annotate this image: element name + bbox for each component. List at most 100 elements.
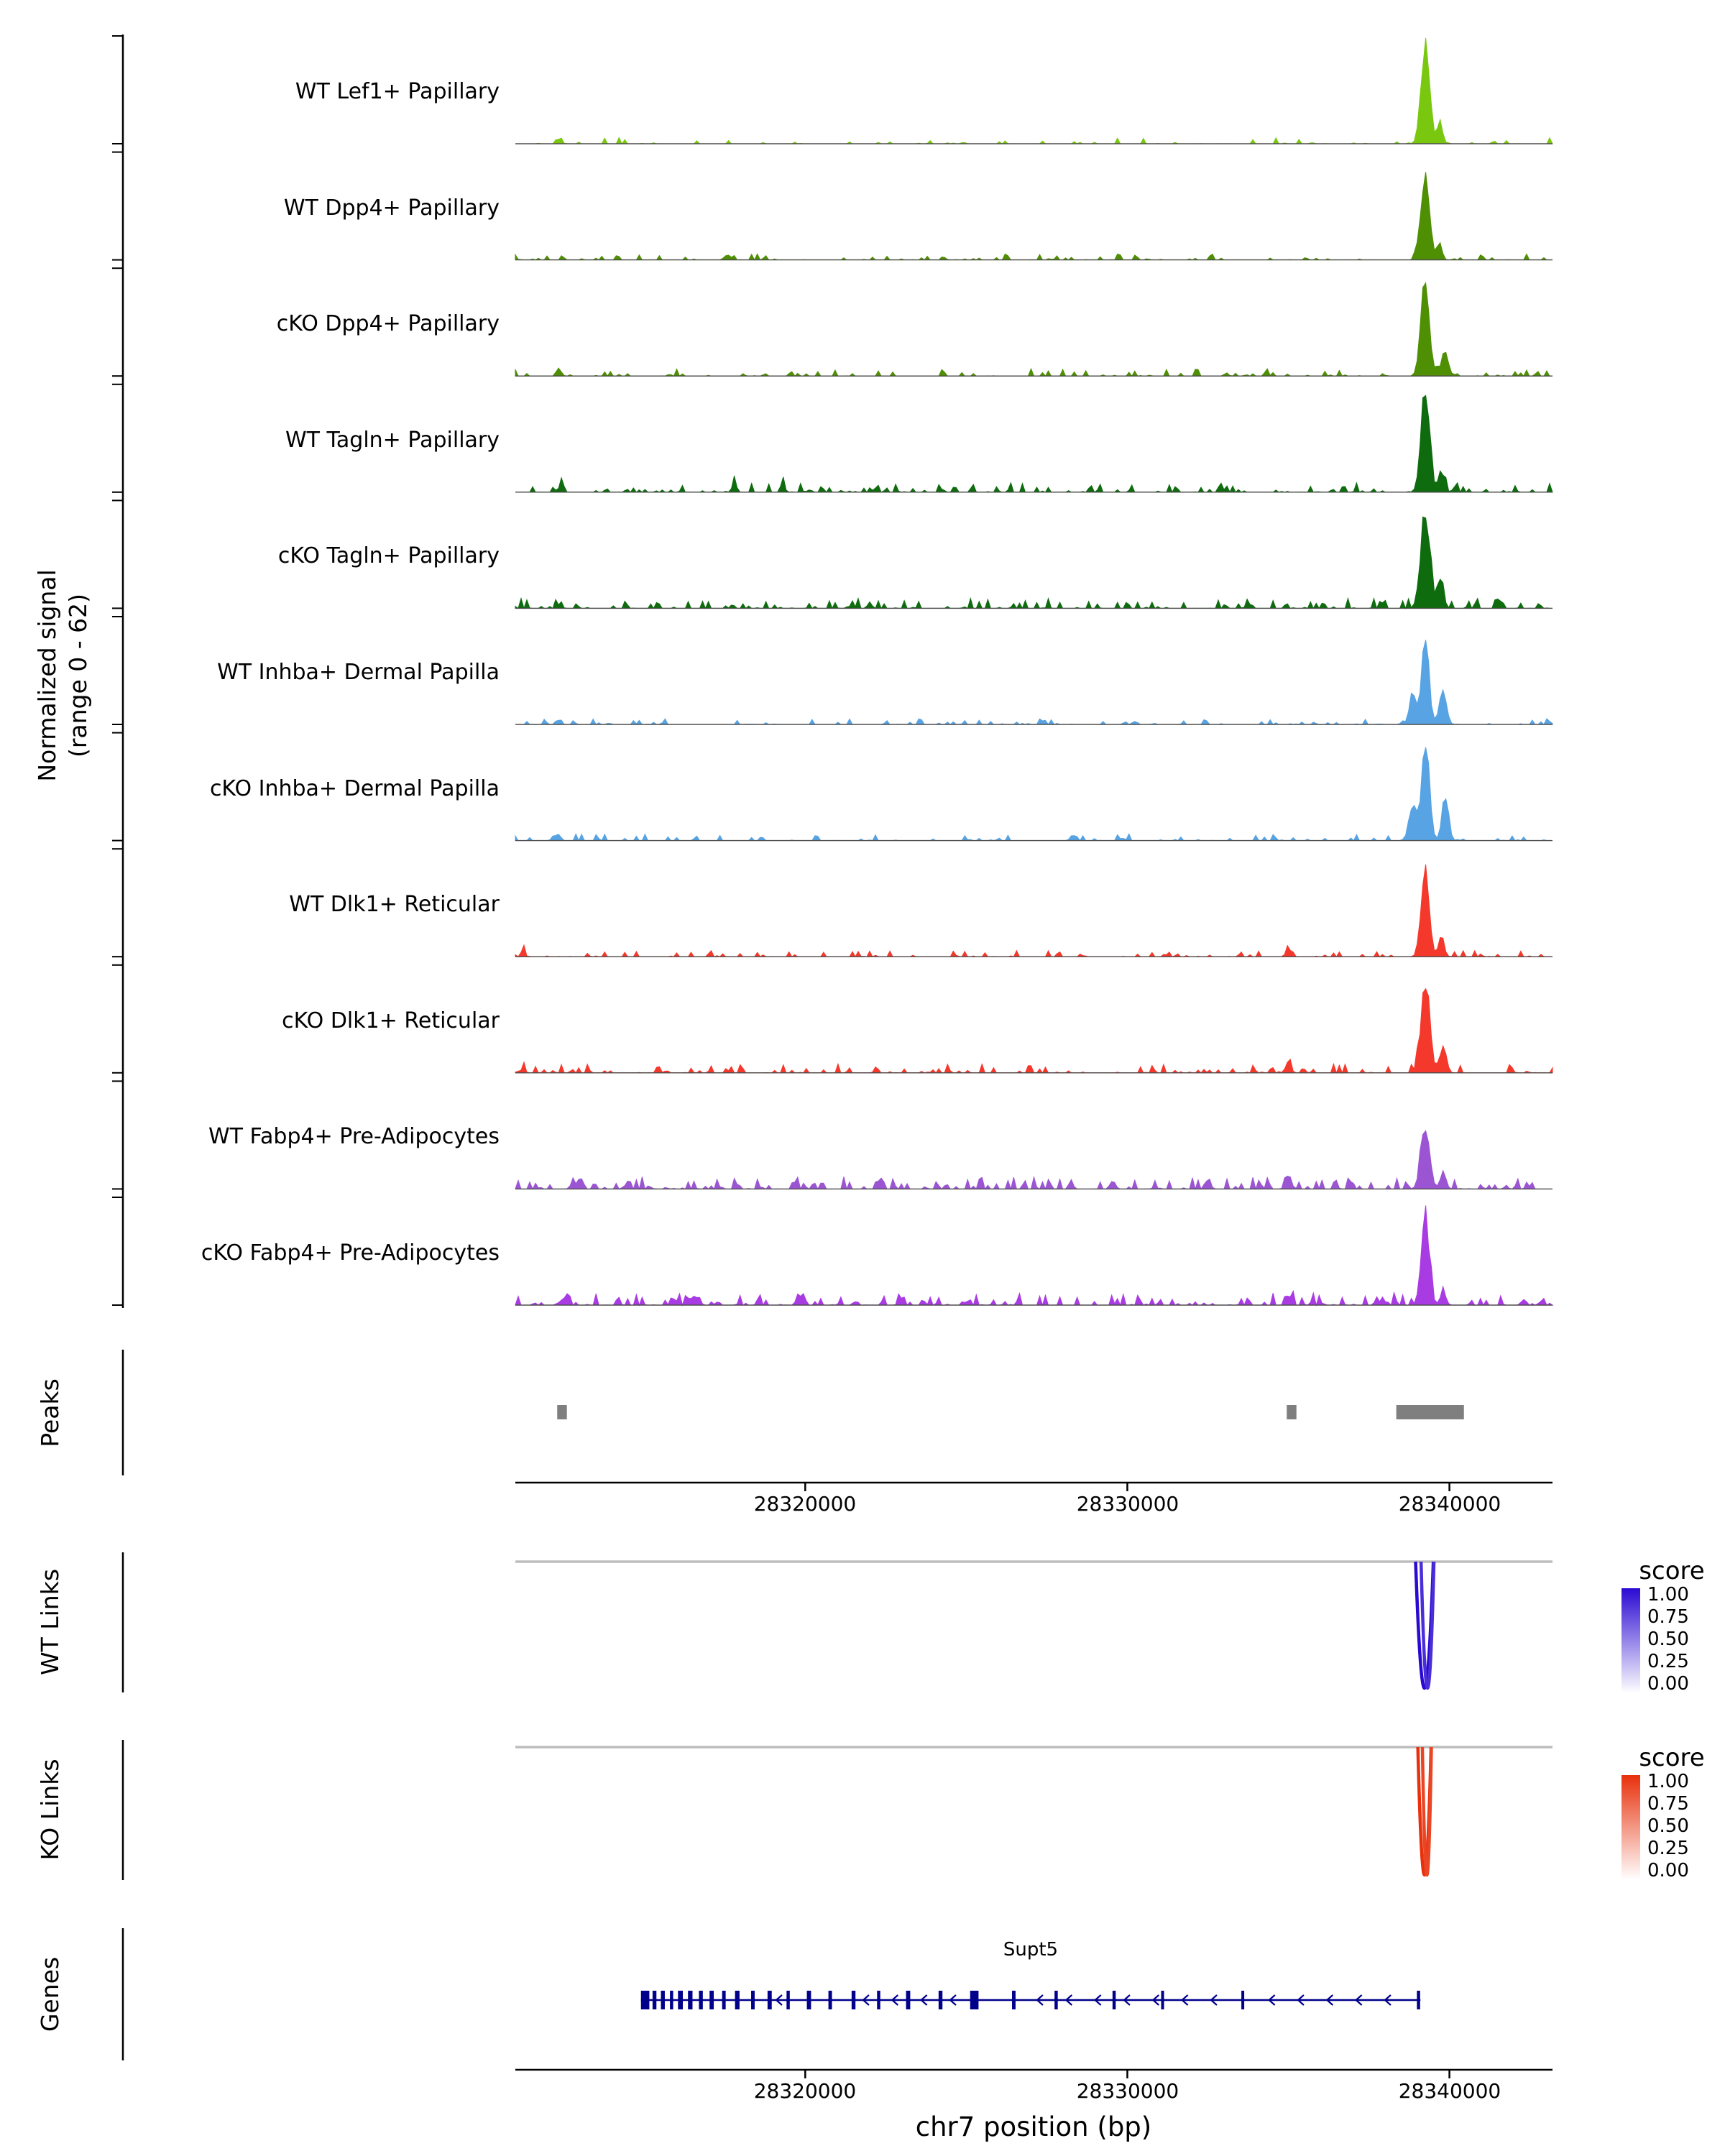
signal-area (515, 172, 1552, 261)
signal-area (515, 987, 1553, 1074)
strand-arrow-left (1036, 1994, 1044, 2006)
strand-arrow-left (1325, 1994, 1334, 2006)
strand-arrow-left (1093, 1994, 1102, 2006)
track-label: WT Fabp4+ Pre-Adipocytes (208, 1124, 500, 1150)
gene-exon (688, 1991, 693, 2009)
ko-legend-label-5: 0.00 (1647, 1860, 1689, 1881)
ko-legend-label-4: 0.25 (1647, 1838, 1689, 1859)
track-label: cKO Inhba+ Dermal Papilla (209, 775, 500, 801)
gene-exon (806, 1991, 811, 2009)
gene-exon (751, 1991, 755, 2009)
signal-area (515, 1130, 1552, 1191)
gene-exon (877, 1991, 880, 2009)
ko-links-legend-colorbar (1622, 1775, 1640, 1880)
signal-area (515, 747, 1552, 842)
track-label: WT Inhba+ Dermal Papilla (217, 660, 500, 685)
strand-arrow-left (775, 1994, 783, 2006)
strand-arrow-left (1267, 1994, 1276, 2006)
wt-legend-label-1: 1.00 (1647, 1584, 1689, 1606)
track-label: cKO Tagln+ Papillary (277, 543, 500, 569)
peak-interval (1396, 1405, 1464, 1419)
axis2-tick-28330000: 28330000 (1076, 2079, 1179, 2103)
signal-area (515, 282, 1552, 377)
axis1-tick-28340000: 28340000 (1398, 1492, 1501, 1516)
signal-area (515, 395, 1553, 494)
peak-interval (557, 1405, 567, 1419)
tracks-axis-title-line1: Normalized signal (33, 569, 61, 782)
strand-arrow-left (891, 1994, 899, 2006)
strand-arrow-left (862, 1994, 870, 2006)
genes-section-label: Genes (36, 1956, 64, 2032)
wt-legend-label-4: 0.25 (1647, 1651, 1689, 1672)
signal-area (515, 516, 1552, 610)
gene-exon (640, 1991, 650, 2009)
strand-arrow-left (1354, 1994, 1363, 2006)
track-label: WT Dlk1+ Reticular (289, 892, 500, 918)
track-label: WT Lef1+ Papillary (295, 79, 500, 104)
strand-arrow-left (1064, 1994, 1073, 2006)
wt-legend-label-3: 0.50 (1647, 1628, 1689, 1650)
strand-arrow-left (949, 1994, 957, 2006)
ko-legend-label-1: 1.00 (1647, 1771, 1689, 1792)
gene-exon (906, 1991, 911, 2009)
gene-exon (709, 1991, 714, 2009)
gene-exon (722, 1991, 726, 2009)
wt-legend-label-2: 0.75 (1647, 1606, 1689, 1628)
peak-interval (1287, 1405, 1297, 1419)
signal-area (515, 864, 1552, 958)
strand-arrow-left (919, 1994, 928, 2006)
track-label: WT Dpp4+ Papillary (283, 195, 500, 221)
wt-links-legend-colorbar (1622, 1588, 1640, 1693)
axis2-tick-28340000: 28340000 (1398, 2079, 1501, 2103)
ko-links-section-label: KO Links (36, 1759, 64, 1861)
strand-arrow-left (1180, 1994, 1189, 2006)
strand-arrow-left (1384, 1994, 1392, 2006)
axis2-tick-28320000: 28320000 (753, 2079, 857, 2103)
gene-exon (1241, 1991, 1245, 2009)
gene-exon (699, 1991, 703, 2009)
gene-exon (661, 1991, 665, 2009)
ko-legend-label-3: 0.50 (1647, 1815, 1689, 1837)
gene-exon (1054, 1991, 1058, 2009)
gene-exon (678, 1991, 684, 2009)
gene-exon (1012, 1991, 1016, 2009)
gene-exon (1161, 1991, 1164, 2009)
strand-arrow-left (1297, 1994, 1305, 2006)
track-label: cKO Fabp4+ Pre-Adipocytes (201, 1240, 500, 1266)
link-arc (1419, 1561, 1436, 1690)
wt-links-legend-title: score (1639, 1557, 1705, 1585)
strand-arrow-left (1151, 1994, 1160, 2006)
wt-links-section-label: WT Links (36, 1568, 64, 1676)
link-arc (1420, 1746, 1433, 1877)
ko-links-legend-labels: 1.00 0.75 0.50 0.25 0.00 (1647, 1772, 1689, 1880)
gene-exon (1112, 1991, 1116, 2009)
signal-area (515, 37, 1553, 145)
gene-exon (652, 1991, 657, 2009)
gene-exon (767, 1991, 772, 2009)
gene-exon (670, 1991, 673, 2009)
gene-exon (970, 1991, 979, 2009)
track-label: WT Tagln+ Papillary (285, 427, 500, 453)
ko-links-legend-title: score (1639, 1743, 1705, 1772)
strand-arrow-left (1210, 1994, 1218, 2006)
peaks-section-label: Peaks (36, 1378, 64, 1447)
tracks-axis-title-line2: (range 0 - 62) (63, 593, 92, 758)
tracks-axis-title: Normalized signal (range 0 - 62) (32, 449, 97, 902)
axis1-tick-28330000: 28330000 (1076, 1492, 1179, 1516)
axis1-tick-28320000: 28320000 (753, 1492, 857, 1516)
gene-exon (735, 1991, 740, 2009)
gene-exon (851, 1991, 856, 2009)
wt-legend-label-5: 0.00 (1647, 1673, 1689, 1695)
gene-exon (828, 1991, 832, 2009)
gene-exon (786, 1991, 790, 2009)
strand-arrow-left (1123, 1994, 1131, 2006)
track-label: cKO Dpp4+ Papillary (276, 311, 500, 337)
gene-exon (938, 1991, 943, 2009)
gene-exon (1417, 1991, 1420, 2009)
ko-legend-label-2: 0.75 (1647, 1793, 1689, 1815)
signal-area (515, 1205, 1554, 1307)
track-label: cKO Dlk1+ Reticular (282, 1008, 500, 1033)
x-axis-title: chr7 position (bp) (915, 2111, 1152, 2142)
wt-links-legend-labels: 1.00 0.75 0.50 0.25 0.00 (1647, 1585, 1689, 1693)
gene-name-supt5: Supt5 (1003, 1939, 1059, 1961)
